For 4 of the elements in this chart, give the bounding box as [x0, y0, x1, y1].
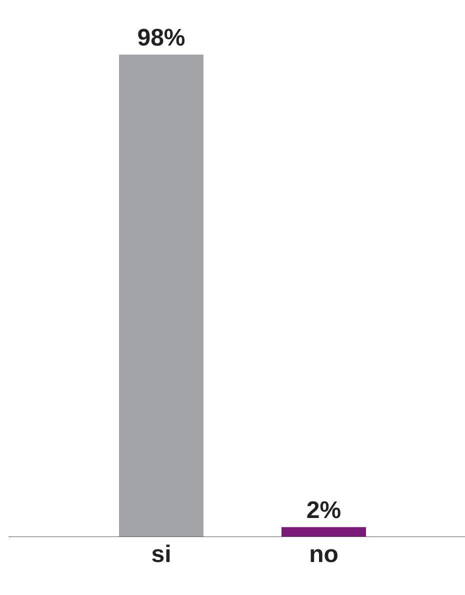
x-tick-label: si — [151, 541, 172, 568]
x-tick-label: no — [309, 541, 338, 568]
data-label: 2% — [306, 497, 342, 524]
data-label: 98% — [137, 24, 186, 52]
